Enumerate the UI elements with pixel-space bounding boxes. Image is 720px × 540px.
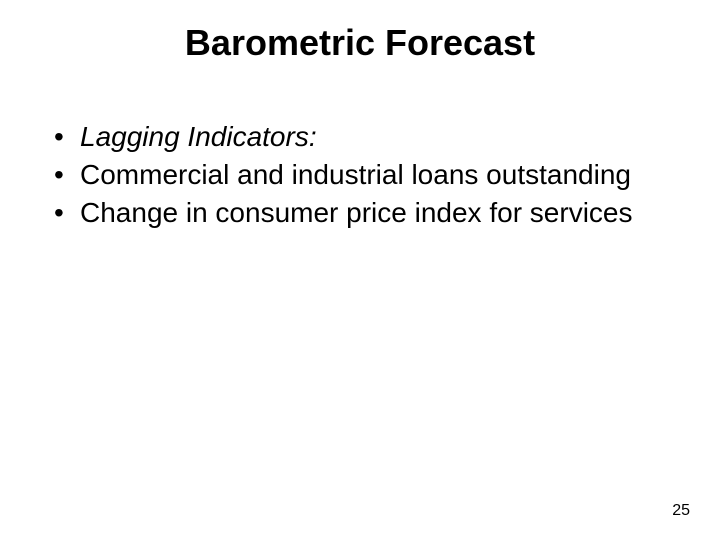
bullet-item: Change in consumer price index for servi… (54, 196, 654, 230)
bullet-text: Lagging Indicators: (80, 121, 317, 152)
bullet-text: Change in consumer price index for servi… (80, 197, 632, 228)
slide: Barometric Forecast Lagging Indicators: … (0, 0, 720, 540)
slide-body: Lagging Indicators: Commercial and indus… (54, 120, 654, 234)
slide-title: Barometric Forecast (0, 22, 720, 64)
bullet-text: Commercial and industrial loans outstand… (80, 159, 631, 190)
bullet-list: Lagging Indicators: Commercial and indus… (54, 120, 654, 230)
bullet-item: Commercial and industrial loans outstand… (54, 158, 654, 192)
page-number: 25 (672, 502, 690, 520)
bullet-item: Lagging Indicators: (54, 120, 654, 154)
